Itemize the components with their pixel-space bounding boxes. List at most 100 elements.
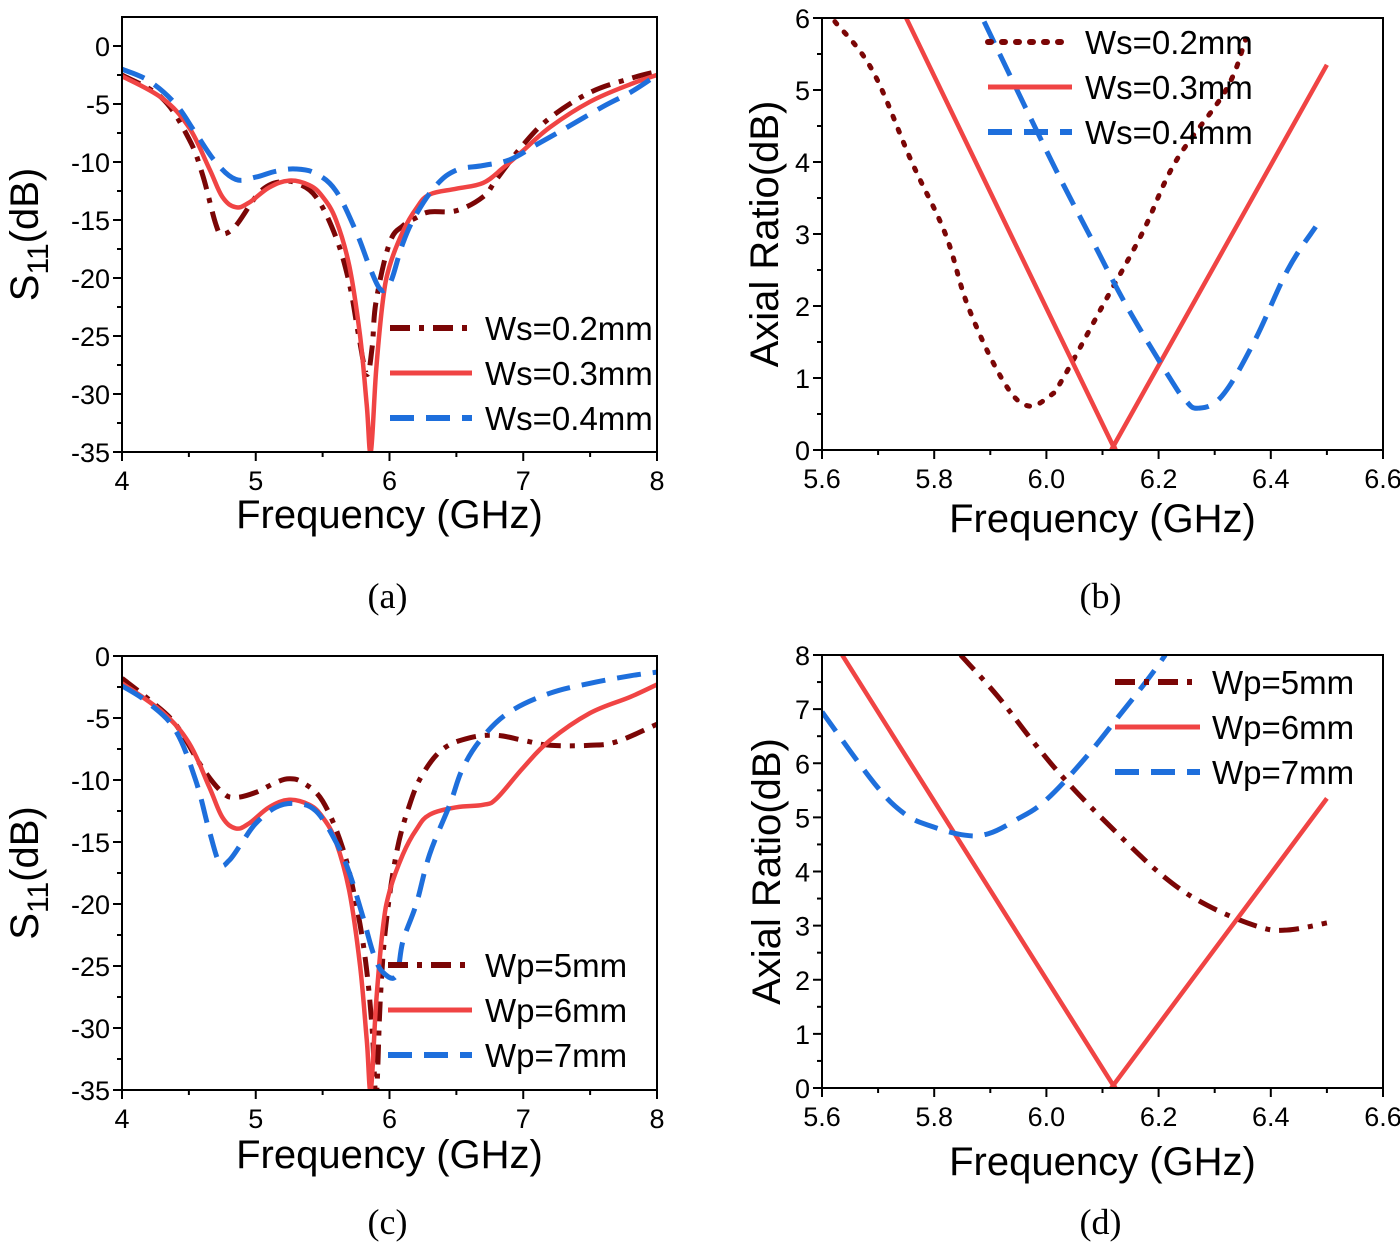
legend-label: Wp=6mm bbox=[1212, 709, 1354, 746]
y-axis-title: S11(dB) bbox=[3, 168, 55, 301]
legend-label: Ws=0.3mm bbox=[485, 355, 653, 392]
panel-d: 5.6 5.8 6.0 6.2 6.4 6.6 0 1 2 3 4 5 6 7 8 Frequency (GH… bbox=[745, 641, 1400, 1242]
y-axis-title: S11(dB) bbox=[3, 806, 55, 939]
x-tick-label: 6.0 bbox=[1028, 464, 1066, 494]
legend-label: Wp=5mm bbox=[485, 947, 627, 984]
y-tick-label: -20 bbox=[71, 264, 110, 294]
legend: Wp=5mm Wp=6mm Wp=7mm bbox=[388, 947, 627, 1074]
series-line-Wp=7mm bbox=[822, 655, 1168, 839]
y-tick-label: -30 bbox=[71, 380, 110, 410]
x-tick-label: 7 bbox=[516, 466, 531, 496]
y-tick-label: 3 bbox=[795, 220, 810, 250]
x-tick-label: 5.6 bbox=[803, 464, 841, 494]
y-tick-label: 0 bbox=[795, 1074, 810, 1104]
x-tick-label: 6.6 bbox=[1364, 1102, 1400, 1132]
x-tick-label: 6.6 bbox=[1364, 464, 1400, 494]
legend-label: Ws=0.2mm bbox=[1085, 24, 1253, 61]
x-tick-label: 8 bbox=[649, 466, 664, 496]
panel-caption: (c) bbox=[368, 1202, 408, 1242]
legend: Ws=0.2mm Ws=0.3mm Ws=0.4mm bbox=[985, 24, 1253, 151]
y-tick-label: 0 bbox=[95, 32, 110, 62]
y-tick-label: 4 bbox=[795, 858, 810, 888]
x-tick-label: 6.4 bbox=[1252, 464, 1290, 494]
legend-label: Wp=6mm bbox=[485, 992, 627, 1029]
legend-label: Wp=7mm bbox=[485, 1037, 627, 1074]
y-tick-label: -10 bbox=[71, 766, 110, 796]
y-tick-label: 4 bbox=[795, 148, 810, 178]
y-axis-title-unit: (dB) bbox=[3, 168, 47, 244]
panel-caption: (a) bbox=[368, 576, 408, 616]
y-tick-label: 2 bbox=[795, 966, 810, 996]
y-axis-title-subscript: 11 bbox=[22, 243, 55, 274]
x-tick-label: 6.4 bbox=[1252, 1102, 1290, 1132]
x-tick-label: 5 bbox=[248, 466, 263, 496]
legend-label: Wp=5mm bbox=[1212, 664, 1354, 701]
series-line-Wp=5mm bbox=[958, 655, 1328, 933]
y-tick-label: -10 bbox=[71, 148, 110, 178]
series-line-Wp=7mm bbox=[122, 669, 657, 981]
series-line-Ws=0.4mm bbox=[981, 20, 1318, 411]
x-tick-label: 8 bbox=[649, 1104, 664, 1134]
y-tick-label: 6 bbox=[795, 749, 810, 779]
x-tick-label: 5.6 bbox=[803, 1102, 841, 1132]
x-tick-label: 5 bbox=[248, 1104, 263, 1134]
plot-area bbox=[122, 66, 657, 452]
panel-a: 4 5 6 7 8 0 -5 -10 -15 -20 -25 -30 -35 Frequency (GHz… bbox=[3, 16, 665, 616]
series-line-Ws=0.4mm bbox=[122, 66, 657, 294]
y-axis-title-main: Axial Ratio(dB) bbox=[745, 738, 789, 1005]
series-line-Ws=0.2mm bbox=[832, 19, 1249, 409]
panel-caption: (b) bbox=[1080, 576, 1122, 616]
x-tick-label: 6 bbox=[382, 466, 397, 496]
y-tick-label: 5 bbox=[795, 803, 810, 833]
plot-area bbox=[122, 669, 657, 1090]
legend-label: Wp=7mm bbox=[1212, 754, 1354, 791]
y-tick-label: -15 bbox=[71, 828, 110, 858]
legend-label: Ws=0.3mm bbox=[1085, 69, 1253, 106]
x-tick-label: 4 bbox=[114, 1104, 129, 1134]
x-tick-label: 6.2 bbox=[1140, 464, 1178, 494]
y-tick-label: 3 bbox=[795, 912, 810, 942]
panel-c: 4 5 6 7 8 0 -5 -10 -15 -20 -25 -30 -35 Frequency (GHz… bbox=[3, 642, 665, 1242]
legend: Ws=0.2mm Ws=0.3mm Ws=0.4mm bbox=[390, 310, 653, 437]
legend-label: Ws=0.4mm bbox=[1085, 114, 1253, 151]
y-tick-label: 8 bbox=[795, 641, 810, 671]
y-tick-label: -5 bbox=[86, 704, 110, 734]
x-tick-label: 5.8 bbox=[915, 464, 953, 494]
plot-area bbox=[832, 18, 1329, 450]
x-tick-label: 6 bbox=[382, 1104, 397, 1134]
legend-label: Ws=0.4mm bbox=[485, 400, 653, 437]
y-tick-label: 0 bbox=[795, 436, 810, 466]
y-axis-title-main: S bbox=[3, 275, 47, 302]
series-line-Wp=5mm bbox=[122, 676, 657, 1090]
x-tick-label: 6.2 bbox=[1140, 1102, 1178, 1132]
y-tick-label: -35 bbox=[71, 1076, 110, 1106]
y-axis-title: Axial Ratio(dB) bbox=[743, 101, 787, 368]
series-line-Ws=0.3mm bbox=[904, 18, 1329, 450]
x-axis-title: Frequency (GHz) bbox=[949, 497, 1256, 541]
y-tick-label: -5 bbox=[86, 90, 110, 120]
legend: Wp=5mm Wp=6mm Wp=7mm bbox=[1115, 664, 1354, 791]
y-tick-label: -25 bbox=[71, 952, 110, 982]
y-tick-label: 0 bbox=[95, 642, 110, 672]
x-axis-title: Frequency (GHz) bbox=[949, 1140, 1256, 1184]
panel-b: 5.6 5.8 6.0 6.2 6.4 6.6 0 1 2 3 4 5 6 Frequency (GHz)… bbox=[743, 4, 1400, 616]
series-line-Wp=6mm bbox=[122, 681, 657, 1090]
legend-label: Ws=0.2mm bbox=[485, 310, 653, 347]
y-tick-label: -15 bbox=[71, 206, 110, 236]
y-tick-label: 1 bbox=[795, 364, 810, 394]
y-tick-label: -20 bbox=[71, 890, 110, 920]
x-tick-label: 7 bbox=[516, 1104, 531, 1134]
y-tick-label: -30 bbox=[71, 1014, 110, 1044]
y-axis-title-subscript: 11 bbox=[22, 882, 55, 913]
y-tick-label: 2 bbox=[795, 292, 810, 322]
x-tick-label: 6.0 bbox=[1028, 1102, 1066, 1132]
series-line-Ws=0.3mm bbox=[122, 72, 657, 452]
y-tick-label: 5 bbox=[795, 76, 810, 106]
y-tick-label: 7 bbox=[795, 695, 810, 725]
y-tick-label: -25 bbox=[71, 322, 110, 352]
x-axis-title: Frequency (GHz) bbox=[236, 1133, 543, 1177]
x-tick-label: 5.8 bbox=[915, 1102, 953, 1132]
x-axis-title: Frequency (GHz) bbox=[236, 493, 543, 537]
y-axis-title-unit: (dB) bbox=[3, 806, 47, 882]
